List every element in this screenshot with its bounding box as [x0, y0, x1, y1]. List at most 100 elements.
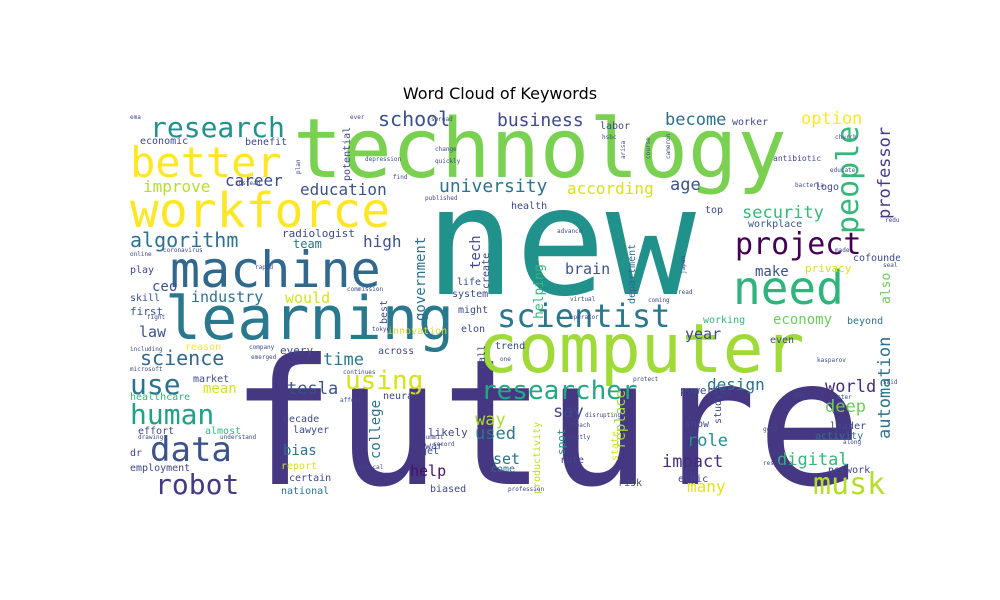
- word-time: time: [323, 350, 364, 370]
- word-bias: bias: [283, 443, 317, 459]
- word-affect: affect: [340, 397, 362, 404]
- word-teach: teach: [572, 422, 590, 429]
- word-according: according: [567, 179, 654, 198]
- word-across: across: [378, 346, 414, 357]
- word-japan: japan: [680, 256, 687, 274]
- word-hsbc: hsbc: [602, 134, 617, 141]
- word-spread: spread: [431, 116, 453, 123]
- word-decade: decade: [283, 414, 319, 425]
- word-researcher: researcher: [481, 376, 638, 406]
- word-automation: automation: [875, 337, 895, 439]
- word-project: project: [735, 227, 861, 262]
- word-along: along: [843, 439, 861, 446]
- word-ceo: ceo: [152, 279, 177, 295]
- word-one: one: [500, 356, 511, 363]
- word-data: data: [150, 430, 232, 470]
- word-new: new: [425, 156, 697, 330]
- word-summit: summit: [422, 434, 444, 441]
- word-health: health: [511, 201, 547, 212]
- word-economy: economy: [773, 312, 832, 328]
- word-operator: operator: [570, 314, 599, 321]
- word-come: come: [491, 464, 515, 475]
- word-deep: deep: [825, 397, 866, 417]
- word-said: said: [883, 379, 898, 386]
- word-powerful: powerful: [680, 384, 733, 397]
- word-profession: profession: [508, 486, 545, 493]
- word-response: response: [763, 460, 792, 467]
- word-neural: neural: [383, 391, 419, 402]
- word-leader: leader: [830, 421, 866, 432]
- word-impact: impact: [662, 452, 723, 472]
- word-protect: protect: [633, 376, 659, 383]
- word-helping: helping: [532, 264, 547, 319]
- word-war: war: [425, 441, 443, 452]
- word-fight: fight: [147, 314, 165, 321]
- word-tesla: tesla: [287, 379, 338, 399]
- word-worker: worker: [732, 117, 768, 128]
- word-musk: musk: [813, 467, 885, 497]
- word-algorithm: algorithm: [130, 228, 238, 252]
- word-understand: understand: [220, 434, 257, 441]
- word-rapid: rapid: [255, 264, 273, 271]
- word-workplace: workplace: [748, 219, 802, 230]
- word-use: use: [130, 368, 181, 401]
- word-market: market: [193, 374, 229, 385]
- word-digital: digital: [777, 450, 849, 470]
- word-many: many: [687, 477, 726, 496]
- word-way: way: [475, 410, 506, 430]
- word-advance: advance: [557, 228, 583, 235]
- word-beyond: beyond: [847, 316, 883, 327]
- word-improve: improve: [143, 177, 210, 196]
- word-certain: certain: [289, 473, 331, 484]
- word-play: play: [130, 265, 154, 276]
- word-commission: commission: [347, 286, 384, 293]
- word-educate: educate: [830, 167, 856, 174]
- word-continues: continues: [343, 369, 376, 376]
- word-healthcare: healthcare: [130, 392, 190, 403]
- word-find: find: [393, 174, 408, 181]
- word-brain: brain: [565, 260, 610, 278]
- word-potential: potential: [342, 127, 353, 181]
- word-record: record: [433, 441, 455, 448]
- word-department: department: [627, 244, 638, 304]
- word-economic: economic: [140, 136, 188, 147]
- word-microsoft: microsoft: [130, 366, 163, 373]
- word-course: course: [645, 137, 652, 159]
- word-change: change: [435, 146, 457, 153]
- word-lawyer: lawyer: [293, 425, 329, 436]
- word-team: team: [293, 237, 322, 251]
- word-make: make: [755, 264, 789, 280]
- word-people: people: [831, 126, 866, 234]
- word-risk: risk: [618, 478, 642, 489]
- word-online: online: [130, 251, 152, 258]
- word-first: first: [130, 305, 163, 318]
- word-effort: effort: [138, 426, 174, 437]
- word-ema: ema: [130, 114, 141, 121]
- word-coming: coming: [648, 297, 670, 304]
- word-help: help: [410, 462, 446, 480]
- word-age: age: [670, 175, 701, 195]
- word-set: set: [493, 450, 520, 468]
- word-innovation: innovation: [387, 326, 447, 337]
- word-rule: rule: [560, 455, 584, 466]
- word-drawing: drawing: [138, 434, 164, 441]
- word-need: need: [733, 261, 844, 315]
- word-reason: reason: [185, 342, 221, 353]
- word-used: used: [475, 424, 516, 444]
- word-ethic: ethic: [678, 474, 708, 485]
- word-machine: machine: [170, 241, 381, 299]
- word-tokyo: tokyo: [372, 326, 390, 333]
- word-year: year: [685, 325, 721, 343]
- word-exactly: exactly: [565, 434, 591, 441]
- word-activity: activity: [815, 431, 863, 442]
- word-school: school: [378, 109, 450, 131]
- word-career: career: [225, 171, 283, 190]
- word-employment: employment: [130, 463, 190, 474]
- word-cameron: cameron: [665, 133, 672, 159]
- word-know: know: [685, 419, 710, 430]
- word-would: would: [285, 289, 330, 307]
- word-working: working: [703, 315, 745, 326]
- word-professor: professor: [875, 127, 895, 219]
- word-computer: computer: [477, 310, 805, 389]
